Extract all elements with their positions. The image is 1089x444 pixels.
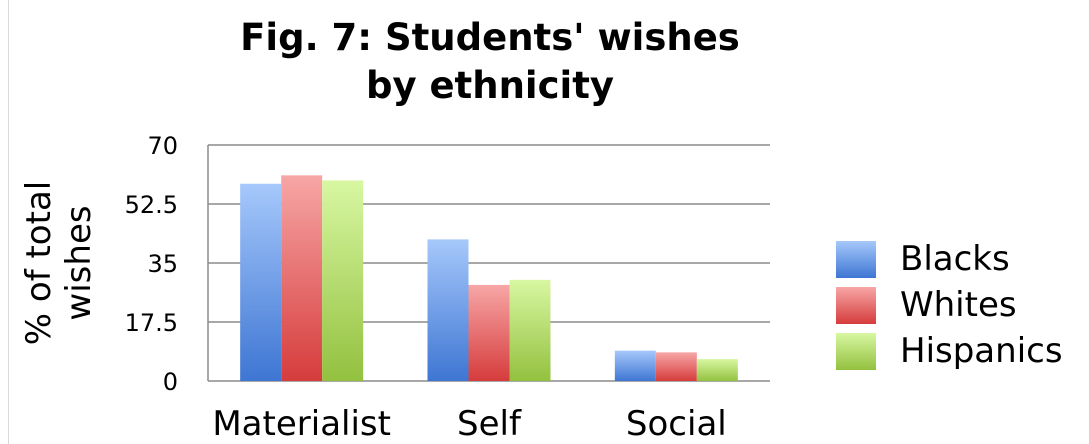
- x-category-label: Materialist: [212, 404, 391, 444]
- bar-blacks-self: [427, 239, 469, 381]
- bar-blacks-materialist: [240, 183, 282, 381]
- y-tick-label: 70: [147, 132, 178, 160]
- chart-title-line-1: Fig. 7: Students' wishes: [240, 16, 740, 59]
- legend-swatch-blacks: [836, 240, 876, 278]
- bar-whites-social: [655, 352, 697, 381]
- legend-label-blacks: Blacks: [900, 239, 1010, 279]
- y-tick-label: 35: [147, 250, 178, 278]
- legend: Blacks Whites Hispanics: [836, 236, 1063, 374]
- y-axis-label-line-1: % of total: [19, 181, 59, 345]
- legend-item-hispanics: Hispanics: [836, 328, 1063, 374]
- bars: [240, 175, 738, 381]
- bar-hispanics-materialist: [322, 180, 364, 381]
- bar-blacks-social: [614, 350, 656, 381]
- bar-hispanics-social: [696, 359, 738, 381]
- y-tick-labels: 0 17.5 35 52.5 70: [125, 132, 178, 396]
- legend-label-hispanics: Hispanics: [900, 331, 1063, 371]
- x-category-labels: Materialist Self Social: [212, 404, 726, 444]
- y-axis-label-line-2: wishes: [59, 205, 99, 320]
- bar-whites-self: [468, 284, 510, 381]
- y-tick-label: 0: [163, 368, 178, 396]
- bar-hispanics-self: [509, 279, 551, 381]
- bar-whites-materialist: [281, 175, 323, 381]
- legend-label-whites: Whites: [900, 285, 1017, 325]
- left-border-line: [8, 0, 9, 444]
- chart-title: Fig. 7: Students' wishes by ethnicity: [190, 14, 790, 110]
- y-tick-label: 52.5: [125, 191, 178, 219]
- legend-swatch-whites: [836, 286, 876, 324]
- x-category-label: Self: [457, 404, 522, 444]
- legend-item-blacks: Blacks: [836, 236, 1063, 282]
- x-category-label: Social: [626, 404, 727, 444]
- y-tick-label: 17.5: [125, 309, 178, 337]
- chart-title-line-2: by ethnicity: [365, 64, 615, 107]
- legend-item-whites: Whites: [836, 282, 1063, 328]
- legend-swatch-hispanics: [836, 332, 876, 370]
